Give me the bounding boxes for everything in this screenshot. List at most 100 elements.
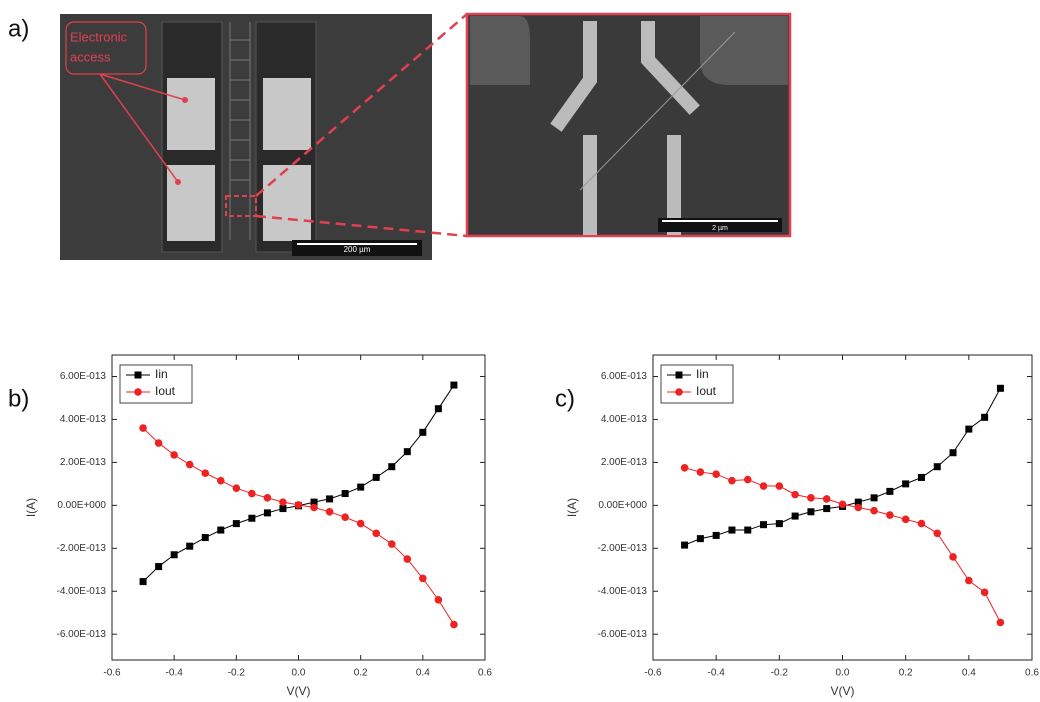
data-point (917, 473, 925, 481)
y-axis-title: I(A) (24, 498, 38, 517)
y-tick-label: 6.00E-013 (60, 371, 107, 382)
data-point (949, 553, 957, 561)
data-point (680, 463, 689, 472)
data-point (139, 578, 147, 586)
series-line (142, 384, 455, 582)
x-tick-label: -0.4 (708, 668, 726, 679)
data-point (854, 498, 862, 506)
data-point (139, 424, 147, 432)
data-point (201, 534, 209, 542)
data-point (341, 490, 349, 498)
annotation: Electronic (70, 29, 128, 44)
x-tick-label: -0.6 (644, 668, 662, 679)
data-point (696, 535, 704, 543)
scale-bar-label: 200 µm (344, 245, 371, 254)
x-tick-label: -0.2 (771, 668, 789, 679)
data-point (248, 514, 256, 522)
data-point (696, 468, 705, 476)
data-point (419, 428, 427, 436)
y-tick-label: 0.00E+000 (57, 500, 106, 511)
data-point (791, 490, 799, 499)
data-point (434, 596, 443, 604)
x-tick-label: 0.6 (1025, 668, 1039, 679)
data-point (372, 473, 380, 481)
data-point (775, 482, 784, 490)
data-point (854, 503, 863, 512)
legend-marker (134, 388, 142, 396)
data-point (996, 384, 1004, 392)
legend-marker (134, 371, 142, 379)
y-tick-label: -6.00E-013 (598, 629, 648, 640)
data-point (965, 576, 973, 585)
x-tick-label: 0.2 (899, 668, 913, 679)
y-tick-label: 0.00E+000 (598, 500, 647, 511)
y-tick-label: -4.00E-013 (598, 586, 648, 597)
data-point (403, 555, 412, 563)
data-point (154, 439, 163, 447)
sem-image-main (60, 13, 468, 260)
legend-label: Iout (696, 384, 717, 398)
data-point (980, 588, 989, 597)
y-tick-label: 2.00E-013 (60, 457, 107, 468)
series-line (684, 467, 1001, 623)
data-point (434, 405, 442, 413)
x-tick-label: 0.0 (836, 668, 850, 679)
data-point (949, 449, 957, 457)
data-point (728, 476, 736, 485)
y-tick-label: 4.00E-013 (60, 414, 107, 425)
x-tick-label: -0.2 (228, 668, 246, 679)
data-point (712, 531, 720, 539)
data-point (886, 511, 894, 519)
data-point (965, 425, 973, 433)
data-point (933, 463, 941, 471)
x-tick-label: 0.6 (478, 668, 492, 679)
data-point (419, 574, 427, 583)
data-point (822, 495, 831, 503)
data-point (356, 519, 365, 528)
data-point (743, 475, 752, 484)
data-point (917, 519, 926, 528)
x-tick-label: -0.4 (166, 668, 184, 679)
data-point (185, 460, 194, 469)
y-tick-label: 6.00E-013 (601, 371, 648, 382)
data-point (981, 413, 989, 421)
legend-label: Iin (155, 367, 168, 381)
data-point (216, 476, 225, 485)
data-point (170, 451, 178, 459)
x-axis-title: V(V) (831, 684, 855, 698)
x-axis-title: V(V) (287, 684, 311, 698)
series-line (684, 388, 1001, 546)
y-tick-label: 2.00E-013 (601, 457, 648, 468)
data-point (744, 526, 752, 534)
annotation: access (70, 49, 111, 64)
y-tick-label: -4.00E-013 (57, 586, 107, 597)
legend-marker (675, 371, 683, 379)
data-point (728, 526, 736, 534)
x-tick-label: 0.4 (416, 668, 430, 679)
x-tick-label: 0.0 (292, 668, 306, 679)
data-point (217, 526, 225, 534)
data-point (388, 463, 396, 471)
data-point (341, 513, 349, 521)
series-line (142, 427, 455, 625)
data-point (759, 482, 768, 490)
data-point (248, 489, 256, 498)
data-point (155, 563, 163, 571)
data-point (933, 529, 942, 538)
x-tick-label: -0.6 (103, 668, 121, 679)
y-tick-label: -2.00E-013 (598, 543, 648, 554)
legend-label: Iout (155, 384, 176, 398)
data-point (263, 494, 272, 502)
x-tick-label: 0.2 (354, 668, 368, 679)
data-point (310, 498, 318, 506)
data-point (186, 542, 194, 550)
data-point (870, 494, 878, 502)
data-point (387, 540, 396, 548)
scale-bar-label: 2 µm (712, 225, 728, 232)
data-point (838, 500, 847, 509)
data-point (450, 620, 458, 629)
panel-label: a) (8, 15, 29, 42)
y-tick-label: -2.00E-013 (57, 543, 107, 554)
